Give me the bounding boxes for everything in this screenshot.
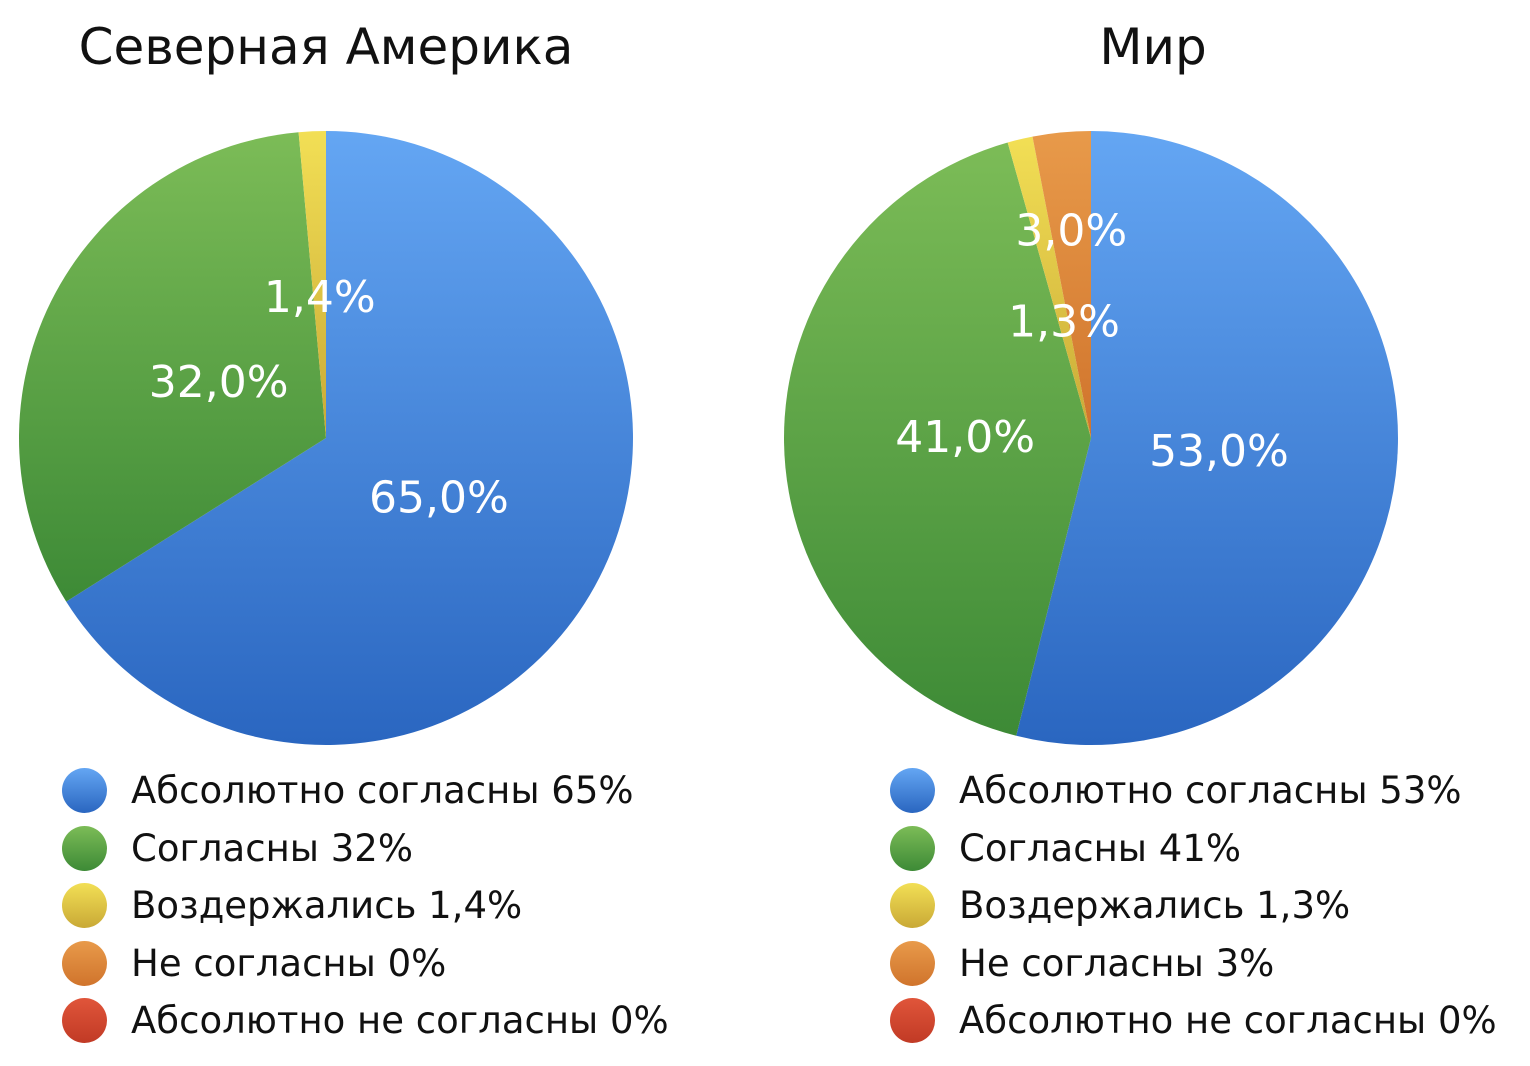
legend: Абсолютно согласны 65% Согласны 32% Возд… <box>62 762 669 1050</box>
legend-swatch-absolutely-disagree <box>890 998 935 1044</box>
legend-label: Воздержались 1,4% <box>131 884 523 928</box>
pie-slice-abstained <box>298 131 326 438</box>
chart-title: Северная Америка <box>78 18 574 76</box>
slice-label-absolutely-agree: 65,0% <box>369 472 509 523</box>
chart-world: Мир 53,0% 41,0% 1,3% 3,0% Абсолютно согласн… <box>765 0 1530 1066</box>
slice-label-disagree: 3,0% <box>1015 205 1127 256</box>
legend-swatch-absolutely-agree <box>62 768 107 814</box>
legend-label: Не согласны 3% <box>959 941 1275 985</box>
legend-item: Воздержались 1,3% <box>890 877 1497 935</box>
legend-item: Согласны 41% <box>890 820 1497 878</box>
legend-label: Согласны 41% <box>959 826 1241 870</box>
legend-item: Абсолютно согласны 65% <box>62 762 669 820</box>
pie-chart: 53,0% 41,0% 1,3% 3,0% <box>784 131 1399 746</box>
slice-label-agree: 41,0% <box>895 412 1035 463</box>
legend-item: Воздержались 1,4% <box>62 877 669 935</box>
pie-slice-absolutely-agree <box>1016 131 1399 746</box>
slice-label-abstained: 1,3% <box>1008 297 1120 348</box>
legend-label: Абсолютно не согласны 0% <box>131 999 669 1043</box>
legend-item: Не согласны 0% <box>62 935 669 993</box>
legend-item: Абсолютно согласны 53% <box>890 762 1497 820</box>
legend-label: Абсолютно согласны 65% <box>131 769 634 813</box>
chart-title: Мир <box>1099 18 1207 76</box>
pie-slice-absolutely-agree <box>66 131 633 745</box>
legend-item: Абсолютно не согласны 0% <box>890 992 1497 1050</box>
legend-swatch-absolutely-agree <box>890 768 935 814</box>
legend-label: Не согласны 0% <box>131 941 447 985</box>
legend-swatch-disagree <box>890 940 935 986</box>
legend-item: Не согласны 3% <box>890 935 1497 993</box>
pie-chart: 65,0% 32,0% 1,4% <box>18 131 633 745</box>
legend-swatch-abstained <box>62 883 107 929</box>
legend-label: Воздержались 1,3% <box>959 884 1351 928</box>
pie-slice-agree <box>18 132 327 602</box>
pie-slice-abstained <box>1007 136 1091 438</box>
legend-swatch-absolutely-disagree <box>62 998 107 1044</box>
legend: Абсолютно согласны 53% Согласны 41% Возд… <box>890 762 1497 1050</box>
pie-slice-disagree <box>1032 131 1091 438</box>
legend-label: Абсолютно согласны 53% <box>959 769 1462 813</box>
pie-slice-agree <box>784 142 1091 736</box>
legend-swatch-agree <box>62 825 107 871</box>
legend-item: Согласны 32% <box>62 820 669 878</box>
legend-swatch-abstained <box>890 883 935 929</box>
chart-north-america: Северная Америка 65,0% 32,0% 1,4% Абсолютн… <box>18 18 669 1050</box>
legend-item: Абсолютно не согласны 0% <box>62 992 669 1050</box>
legend-swatch-agree <box>890 825 935 871</box>
slice-label-absolutely-agree: 53,0% <box>1149 426 1289 477</box>
slice-label-agree: 32,0% <box>149 357 289 408</box>
legend-label: Абсолютно не согласны 0% <box>959 999 1497 1043</box>
legend-swatch-disagree <box>62 940 107 986</box>
slice-label-abstained: 1,4% <box>264 272 376 323</box>
legend-label: Согласны 32% <box>131 826 413 870</box>
